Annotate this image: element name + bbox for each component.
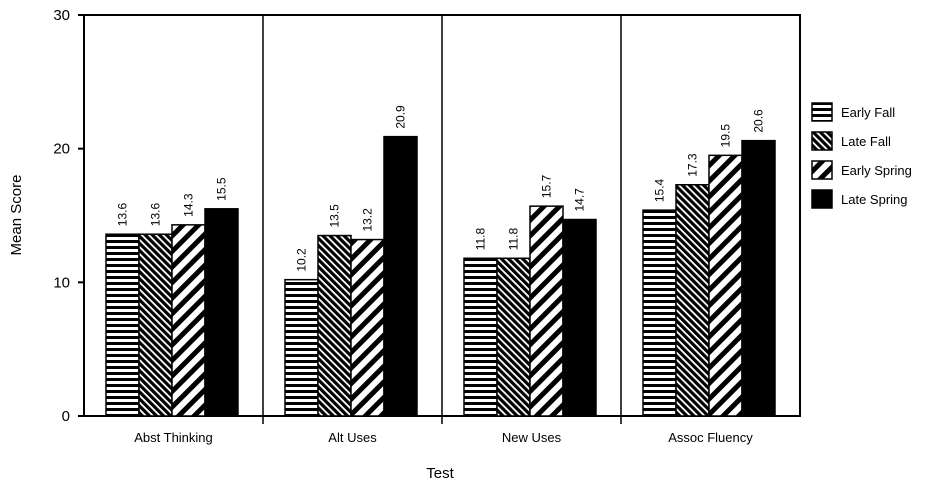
bar-late-fall [496, 257, 531, 417]
data-label: 19.5 [719, 124, 733, 148]
data-label: 14.7 [573, 188, 587, 212]
data-label: 14.3 [182, 193, 196, 217]
bar-early-spring [708, 154, 743, 417]
y-axis-title: Mean Score [8, 175, 25, 256]
bar-early-fall [642, 209, 677, 417]
y-tick-label: 10 [53, 274, 70, 291]
legend-swatch [811, 189, 833, 209]
data-label: 13.2 [361, 208, 375, 232]
bar-late-spring [562, 218, 597, 417]
legend: Early Fall Late Fall Early Spring Late Spri… [811, 102, 912, 209]
data-label: 15.7 [540, 174, 554, 198]
data-label: 13.6 [149, 203, 163, 227]
data-label: 20.9 [394, 105, 408, 129]
bar-early-fall [105, 233, 140, 417]
x-tick-label: Abst Thinking [134, 430, 213, 445]
bar-late-fall [317, 234, 352, 417]
legend-swatch [811, 102, 833, 122]
data-label: 10.2 [295, 248, 309, 272]
bar-late-spring [204, 208, 239, 417]
x-tick-label: Assoc Fluency [668, 430, 753, 445]
legend-swatch [811, 160, 833, 180]
x-tick-label: New Uses [502, 430, 562, 445]
bar-late-spring [741, 139, 776, 417]
bar-late-spring [383, 135, 418, 417]
bar-early-spring [350, 238, 385, 417]
legend-label: Late Fall [841, 134, 891, 149]
bar-early-fall [284, 278, 319, 417]
y-tick-label: 20 [53, 141, 70, 158]
data-label: 20.6 [752, 109, 766, 133]
data-label: 11.8 [474, 227, 488, 250]
bar-early-spring [171, 224, 206, 417]
legend-swatch [811, 131, 833, 151]
legend-label: Early Fall [841, 105, 895, 120]
legend-label: Late Spring [841, 192, 908, 207]
bar-late-fall [675, 184, 710, 417]
data-label: 13.6 [116, 203, 130, 227]
data-label: 13.5 [328, 204, 342, 228]
legend-label: Early Spring [841, 163, 912, 178]
bar-early-fall [463, 257, 498, 417]
x-axis-title: Test [426, 465, 454, 482]
bar-late-fall [138, 233, 173, 417]
y-tick-label: 0 [62, 408, 70, 425]
data-label: 17.3 [686, 153, 700, 177]
data-label: 15.4 [653, 178, 667, 202]
data-label: 11.8 [507, 227, 521, 250]
y-tick-label: 30 [53, 7, 70, 24]
x-tick-label: Alt Uses [328, 430, 377, 445]
bar-early-spring [529, 205, 564, 417]
data-label: 15.5 [215, 177, 229, 201]
